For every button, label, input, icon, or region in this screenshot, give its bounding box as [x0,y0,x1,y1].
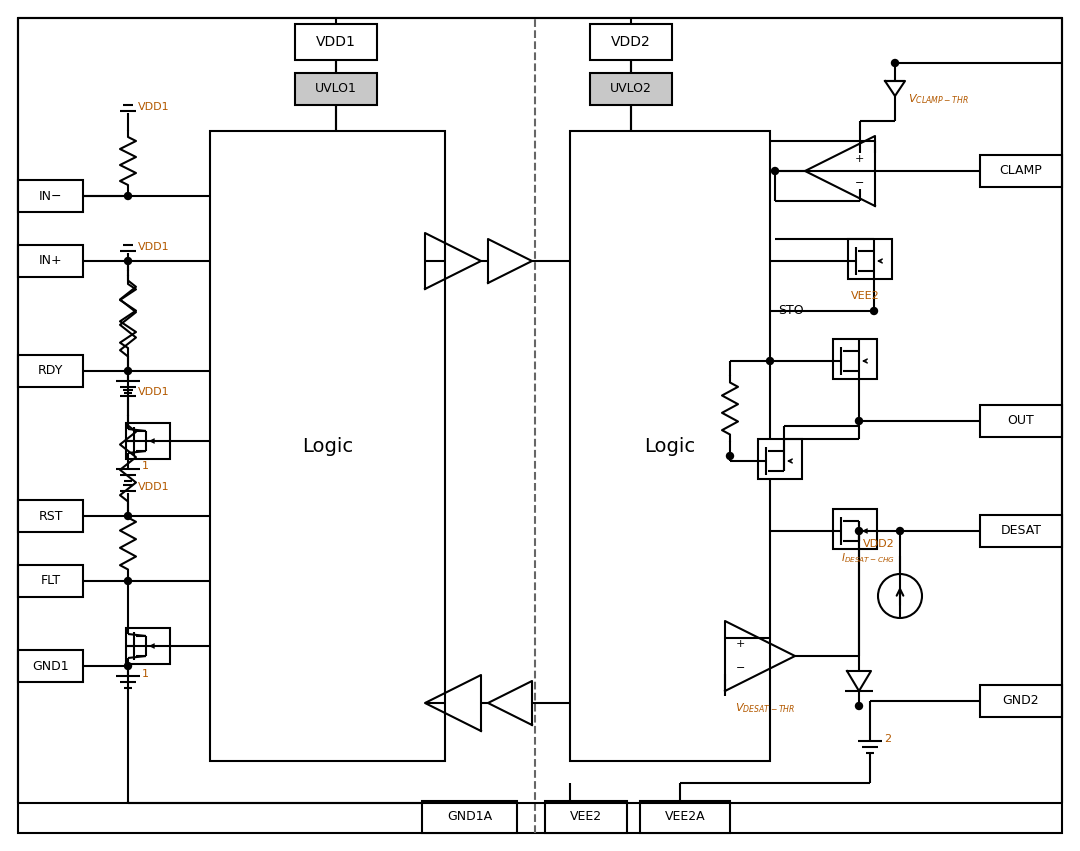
Bar [18,500,83,532]
Bar [126,628,170,664]
Circle shape [771,168,779,174]
Bar [295,73,377,105]
Text: GND2: GND2 [1002,694,1039,707]
Text: GND1: GND1 [32,660,69,672]
Circle shape [124,662,132,670]
Bar [590,73,672,105]
Text: RDY: RDY [38,364,64,378]
Text: $I_{DESAT-CHG}$: $I_{DESAT-CHG}$ [841,551,895,565]
Text: 2: 2 [885,734,891,744]
Text: DESAT: DESAT [1000,524,1041,538]
Bar [295,24,377,60]
Bar [18,650,83,682]
Text: RST: RST [38,510,63,523]
Circle shape [767,357,773,364]
Text: STO: STO [778,305,804,317]
Circle shape [124,512,132,519]
Text: FLT: FLT [40,574,60,587]
Bar [833,339,877,379]
Bar [833,509,877,549]
Bar [18,245,83,277]
Bar [980,405,1062,437]
Text: VDD1: VDD1 [138,242,170,252]
Text: $V_{DESAT-THR}$: $V_{DESAT-THR}$ [735,701,795,715]
Text: IN−: IN− [39,190,63,203]
Bar [980,515,1062,547]
Text: CLAMP: CLAMP [1000,164,1042,178]
Bar [758,439,802,479]
Bar [640,801,730,833]
Text: $V_{CLAMP-THR}$: $V_{CLAMP-THR}$ [908,92,969,106]
Bar [545,801,627,833]
Text: VDD1: VDD1 [316,35,356,49]
Circle shape [124,368,132,374]
Text: VEE2A: VEE2A [664,810,705,824]
Text: VDD1: VDD1 [138,482,170,492]
Text: GND1A: GND1A [447,810,492,824]
Text: Logic: Logic [302,437,353,455]
Circle shape [727,453,733,460]
Circle shape [855,702,863,710]
Text: UVLO2: UVLO2 [610,83,652,95]
Bar [126,423,170,459]
Circle shape [891,60,899,66]
Circle shape [124,258,132,265]
Bar [570,131,770,761]
Text: VDD1: VDD1 [138,387,170,397]
Text: UVLO1: UVLO1 [315,83,356,95]
Bar [18,565,83,597]
Text: −: − [854,178,864,188]
Text: +: + [854,154,864,163]
Bar [590,24,672,60]
Text: IN+: IN+ [39,254,63,267]
Bar [980,155,1062,187]
Circle shape [124,192,132,199]
Text: −: − [737,663,745,673]
Bar [422,801,517,833]
Text: 1: 1 [141,669,149,679]
Circle shape [870,307,877,315]
Text: VEE2: VEE2 [851,291,879,301]
Text: VDD2: VDD2 [863,539,895,549]
Text: VDD1: VDD1 [138,102,170,112]
Text: +: + [737,639,745,648]
Bar [18,355,83,387]
Circle shape [855,528,863,534]
Text: 1: 1 [141,461,149,471]
Bar [980,685,1062,717]
Bar [848,239,892,279]
Bar [210,131,445,761]
Bar [18,180,83,212]
Circle shape [855,418,863,425]
Text: OUT: OUT [1008,414,1035,427]
Circle shape [896,528,904,534]
Text: Logic: Logic [645,437,696,455]
Circle shape [124,578,132,585]
Text: VEE2: VEE2 [570,810,602,824]
Text: VDD2: VDD2 [611,35,651,49]
